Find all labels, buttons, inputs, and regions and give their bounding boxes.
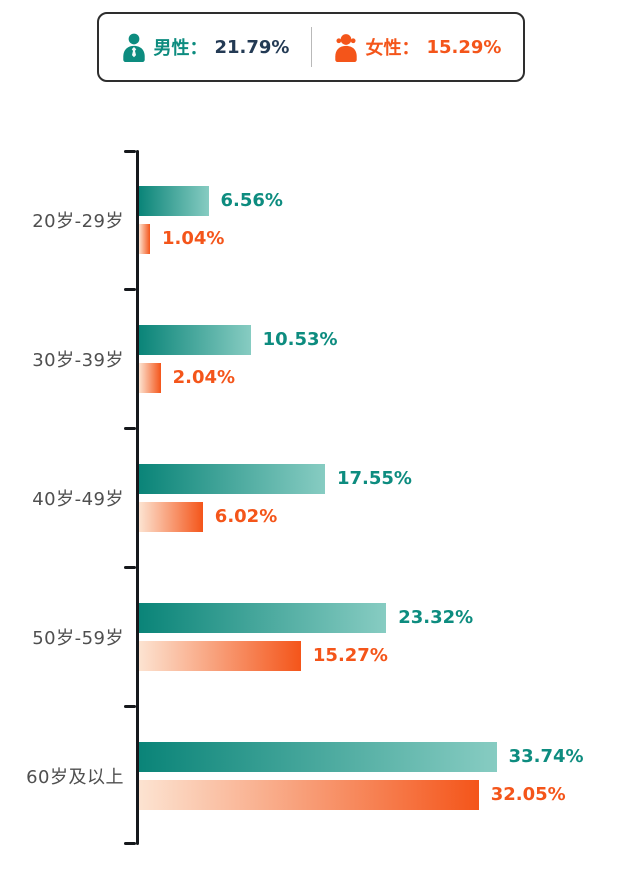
category-label: 50岁-59岁 — [32, 627, 124, 649]
axis-tick — [124, 565, 136, 569]
female-bar-row: 32.05% — [139, 779, 584, 810]
male-value-label: 33.74% — [508, 746, 584, 767]
male-bar — [139, 463, 325, 494]
axis-tick — [124, 842, 136, 845]
age-group-row: 60岁及以上 33.74% 32.05% — [0, 706, 622, 845]
male-bar — [139, 185, 209, 216]
y-axis-line — [136, 150, 139, 845]
legend-female-label: 女性： — [365, 38, 420, 59]
age-group-row: 20岁-29岁 6.56% 1.04% — [0, 150, 622, 289]
male-person-icon — [122, 33, 145, 62]
age-distribution-bar-chart: 20岁-29岁 6.56% 1.04% 30岁-39岁 10.53% 2.04% 40岁-4… — [0, 150, 622, 845]
axis-tick — [124, 704, 136, 708]
female-bar — [139, 779, 479, 810]
male-bar-row: 6.56% — [139, 185, 283, 216]
male-bar-row: 23.32% — [139, 602, 474, 633]
female-bar-row: 15.27% — [139, 640, 473, 671]
female-value-label: 6.02% — [214, 506, 278, 527]
legend-item-female: 女性： 15.29% — [333, 32, 502, 62]
legend-item-male: 男性： 21.79% — [121, 32, 290, 62]
axis-tick — [124, 426, 136, 430]
female-bar-row: 2.04% — [139, 362, 338, 393]
bar-pair: 23.32% 15.27% — [139, 602, 474, 671]
legend-divider — [311, 27, 312, 67]
axis-tick — [124, 287, 136, 291]
male-bar-row: 33.74% — [139, 741, 584, 772]
bar-pair: 6.56% 1.04% — [139, 185, 283, 254]
category-label: 60岁及以上 — [26, 766, 124, 788]
male-bar — [139, 324, 251, 355]
age-group-row: 30岁-39岁 10.53% 2.04% — [0, 289, 622, 428]
male-bar-row: 17.55% — [139, 463, 412, 494]
female-bar — [139, 501, 203, 532]
male-value-label: 6.56% — [220, 190, 283, 211]
female-bar — [139, 362, 161, 393]
female-bar — [139, 223, 150, 254]
female-value-label: 1.04% — [162, 228, 225, 249]
category-label: 40岁-49岁 — [32, 488, 124, 510]
male-value-label: 10.53% — [262, 329, 338, 350]
legend-male-value: 21.79% — [214, 36, 290, 58]
female-person-icon — [334, 34, 357, 62]
category-label: 20岁-29岁 — [32, 210, 124, 232]
legend-male-label: 男性： — [153, 38, 208, 59]
male-value-label: 23.32% — [398, 607, 474, 628]
female-value-label: 15.27% — [312, 645, 388, 666]
legend: 男性： 21.79% 女性： 15.29% — [97, 12, 525, 82]
male-bar — [139, 741, 497, 772]
bar-pair: 33.74% 32.05% — [139, 741, 584, 810]
category-label: 30岁-39岁 — [32, 349, 124, 371]
legend-female-value: 15.29% — [426, 36, 502, 58]
female-bar-row: 6.02% — [139, 501, 412, 532]
female-value-label: 2.04% — [172, 367, 236, 388]
male-value-label: 17.55% — [337, 468, 412, 489]
age-group-row: 40岁-49岁 17.55% 6.02% — [0, 428, 622, 567]
bar-pair: 17.55% 6.02% — [139, 463, 412, 532]
female-bar — [139, 640, 301, 671]
chart-groups: 20岁-29岁 6.56% 1.04% 30岁-39岁 10.53% 2.04% 40岁-4… — [0, 150, 622, 845]
age-group-row: 50岁-59岁 23.32% 15.27% — [0, 567, 622, 706]
male-bar-row: 10.53% — [139, 324, 338, 355]
female-bar-row: 1.04% — [139, 223, 283, 254]
axis-tick — [124, 150, 136, 153]
bar-pair: 10.53% 2.04% — [139, 324, 338, 393]
male-bar — [139, 602, 387, 633]
female-value-label: 32.05% — [490, 784, 566, 805]
